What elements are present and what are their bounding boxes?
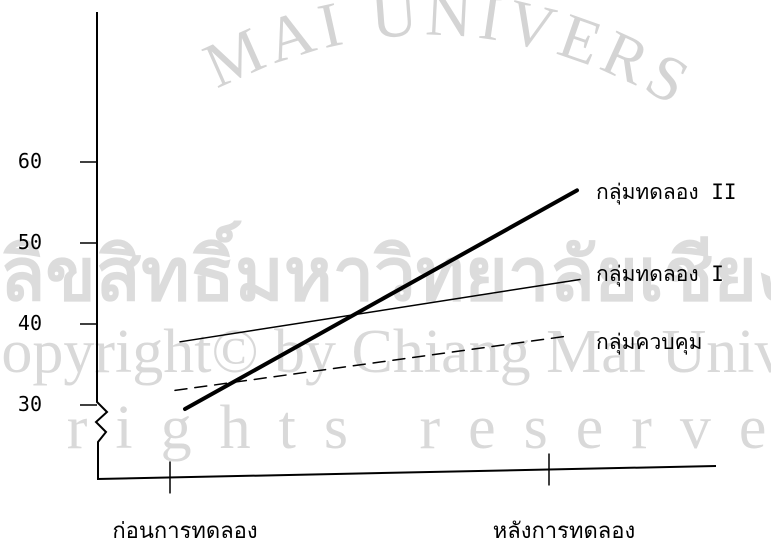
- x-tick-label: ก่อนการทดลอง: [112, 519, 257, 544]
- y-ticks: 30 40 50 60: [18, 149, 97, 416]
- y-tick-label: 40: [18, 311, 42, 335]
- series-label: กลุ่มควบคุม: [596, 330, 703, 355]
- x-ticks: ก่อนการทดลอง หลังการทดลอง: [112, 453, 635, 544]
- x-tick-label: หลังการทดลอง: [493, 519, 635, 544]
- x-axis-line: [96, 465, 717, 480]
- series-labels: กลุ่มทดลอง II กลุ่มทดลอง I กลุ่มควบคุม: [596, 180, 737, 355]
- y-axis-break: [94, 398, 109, 479]
- y-tick-label: 50: [18, 230, 42, 254]
- y-tick-label: 30: [18, 392, 42, 416]
- series-line: [183, 188, 579, 412]
- y-tick-label: 60: [18, 149, 42, 173]
- series-lines: [174, 188, 581, 412]
- series-label: กลุ่มทดลอง II: [596, 180, 737, 205]
- series-line: [179, 278, 581, 343]
- series-line: [174, 335, 568, 392]
- axes: [94, 12, 717, 480]
- series-label: กลุ่มทดลอง I: [596, 262, 724, 287]
